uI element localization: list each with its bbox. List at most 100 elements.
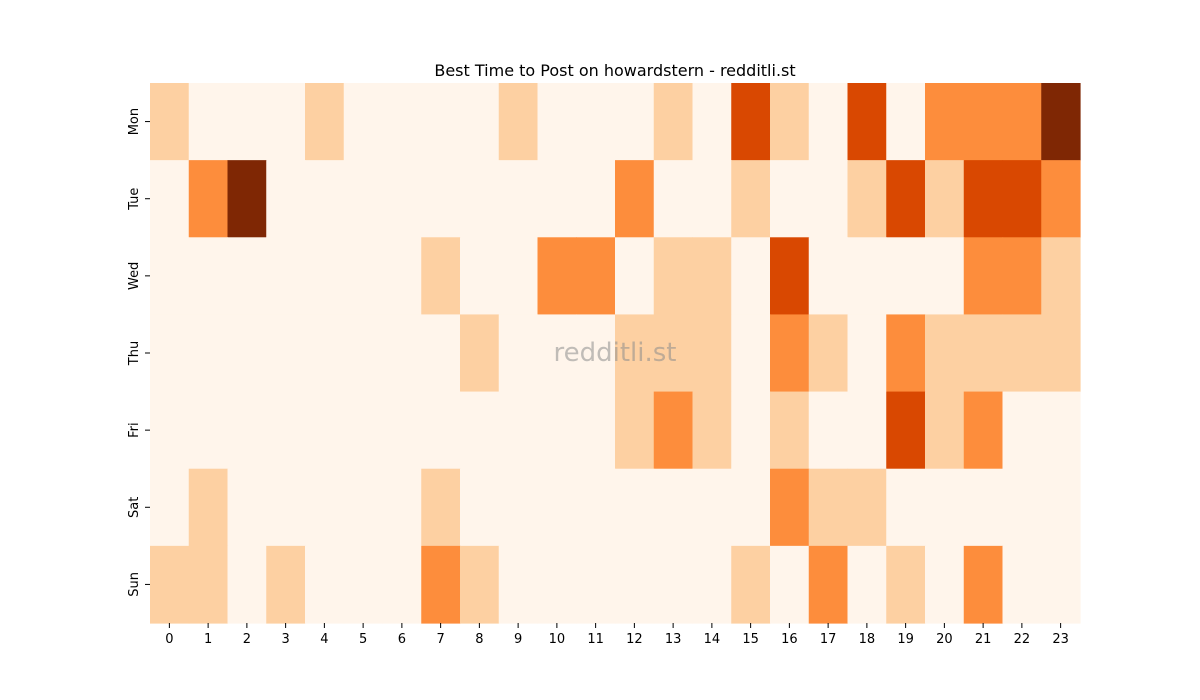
heatmap-cell [498,237,539,316]
heatmap-cell [266,237,306,316]
heatmap-cell [963,314,1004,393]
heatmap-cell [615,468,655,547]
heatmap-cell [1041,314,1081,393]
heatmap-cell [188,83,229,161]
heatmap-cell [731,545,771,624]
x-tick-label: 22 [1014,632,1031,647]
heatmap-cell [847,160,887,238]
heatmap-cell [150,237,190,316]
y-axis: Mon Tue Wed Thu Fri Sat Sun [127,108,150,597]
heatmap-cell [188,314,229,393]
heatmap-cell [925,83,965,161]
heatmap-cell [266,83,306,161]
x-tick-label: 13 [665,632,682,647]
heatmap-cell [770,391,810,470]
heatmap-cell [460,83,500,161]
heatmap-cell [886,83,926,161]
heatmap-cell [653,83,694,161]
heatmap-cell [498,83,539,161]
heatmap-cell [1041,83,1081,161]
heatmap-cell [808,468,849,547]
heatmap-cell [1041,160,1081,238]
x-tick-label: 3 [281,632,289,647]
heatmap-cell [227,160,267,238]
heatmap-cell [963,83,1004,161]
heatmap-cell [150,545,190,624]
heatmap-cell [537,160,577,238]
heatmap-cell [847,391,887,470]
heatmap-cell [615,237,655,316]
heatmap-cell [1002,83,1042,161]
heatmap-cell [692,237,732,316]
y-tick-label: Sat [127,497,142,518]
heatmap-cell [731,160,771,238]
heatmap-cell [343,545,384,624]
heatmap-cell [266,391,306,470]
heatmap-cell [847,83,887,161]
x-tick-label: 2 [243,632,251,647]
heatmap-cell [537,237,577,316]
heatmap-cell [770,314,810,393]
heatmap-cell [886,468,926,547]
watermark: redditli.st [554,338,677,368]
heatmap-cell [537,468,577,547]
heatmap-cell [227,314,267,393]
heatmap-cell [692,160,732,238]
heatmap-cell [653,237,694,316]
heatmap-cell [692,391,732,470]
heatmap-cell [188,237,229,316]
heatmap-cell [770,468,810,547]
heatmap-cell [1041,545,1081,624]
heatmap-cell [266,160,306,238]
x-tick-label: 14 [704,632,721,647]
heatmap-cell [576,391,616,470]
heatmap-cell [576,83,616,161]
heatmap-cell [770,237,810,316]
heatmap-cell [421,160,461,238]
x-tick-label: 19 [897,632,914,647]
heatmap-cell [1002,237,1042,316]
chart-title: Best Time to Post on howardstern - reddi… [434,61,795,80]
heatmap-cell [653,160,694,238]
x-tick-label: 18 [859,632,876,647]
heatmap-cell [847,314,887,393]
x-tick-label: 4 [320,632,328,647]
heatmap-cell [150,468,190,547]
heatmap-cell [692,83,732,161]
heatmap-cell [1002,545,1042,624]
heatmap-cell [963,391,1004,470]
heatmap-cell [498,545,539,624]
heatmap-cell [305,83,345,161]
heatmap-cell [421,545,461,624]
heatmap-cell [808,391,849,470]
heatmap-cell [305,237,345,316]
heatmap-cell [886,160,926,238]
heatmap-cell [615,83,655,161]
heatmap-cell [886,314,926,393]
y-tick-label: Tue [127,188,142,211]
heatmap-cell [653,391,694,470]
heatmap-cell [460,314,500,393]
x-tick-label: 1 [204,632,212,647]
heatmap-cell [266,314,306,393]
heatmap-cell [1002,468,1042,547]
heatmap-cell [886,545,926,624]
heatmap-cell [421,391,461,470]
heatmap-cell [886,391,926,470]
heatmap-cell [770,545,810,624]
heatmap-cell [770,83,810,161]
heatmap-cell [305,160,345,238]
heatmap-cell [925,391,965,470]
heatmap-cell [460,545,500,624]
heatmap-cell [808,160,849,238]
heatmap-cell [808,237,849,316]
heatmap-cell [808,83,849,161]
x-tick-label: 0 [165,632,173,647]
x-tick-label: 10 [549,632,566,647]
heatmap-cell [847,545,887,624]
x-tick-label: 20 [936,632,953,647]
heatmap-cell [227,83,267,161]
x-tick-label: 21 [975,632,992,647]
heatmap-cell [150,391,190,470]
heatmap-cell [421,237,461,316]
